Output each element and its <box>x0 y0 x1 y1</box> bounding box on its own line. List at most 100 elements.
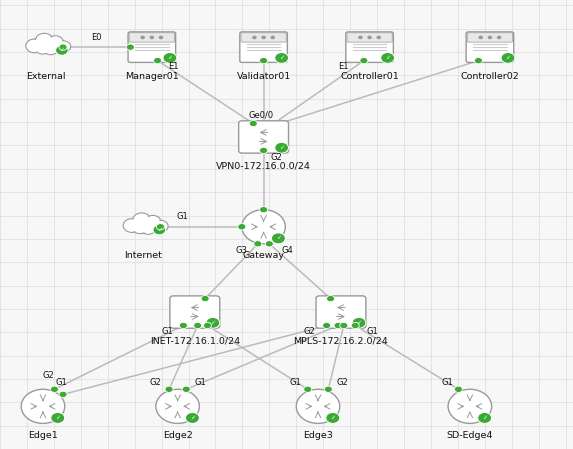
Circle shape <box>488 35 492 39</box>
Circle shape <box>155 221 167 231</box>
Circle shape <box>296 389 340 423</box>
Circle shape <box>275 53 288 63</box>
Text: ✓: ✓ <box>190 415 195 420</box>
Circle shape <box>56 45 68 55</box>
Circle shape <box>26 39 44 53</box>
Circle shape <box>474 57 482 64</box>
Circle shape <box>51 413 65 423</box>
Circle shape <box>478 413 492 423</box>
Circle shape <box>49 37 62 48</box>
Circle shape <box>133 222 147 233</box>
Text: ✓: ✓ <box>156 227 162 232</box>
Circle shape <box>153 225 166 235</box>
Circle shape <box>156 224 164 230</box>
Circle shape <box>351 322 359 329</box>
Circle shape <box>203 322 211 329</box>
Text: G2: G2 <box>336 378 348 387</box>
Text: Edge3: Edge3 <box>303 431 333 440</box>
Text: G1: G1 <box>441 378 453 387</box>
Circle shape <box>323 322 331 329</box>
Circle shape <box>165 386 173 392</box>
Circle shape <box>179 322 187 329</box>
Circle shape <box>140 35 145 39</box>
Text: Edge1: Edge1 <box>28 431 58 440</box>
Circle shape <box>133 213 151 227</box>
Circle shape <box>59 44 67 50</box>
Text: ✓: ✓ <box>482 415 487 420</box>
Circle shape <box>327 295 335 302</box>
Text: ✓: ✓ <box>167 55 172 60</box>
Text: G3: G3 <box>236 246 248 255</box>
Text: G1: G1 <box>367 327 378 336</box>
Text: G1: G1 <box>162 327 173 336</box>
Circle shape <box>454 386 462 392</box>
Text: Controller01: Controller01 <box>340 72 399 81</box>
Circle shape <box>261 35 266 39</box>
Text: G4: G4 <box>282 246 293 255</box>
Circle shape <box>36 33 53 47</box>
Circle shape <box>194 322 202 329</box>
Circle shape <box>358 35 363 39</box>
Text: Ge0/0: Ge0/0 <box>248 111 273 120</box>
Text: ✓: ✓ <box>59 47 65 53</box>
Text: ✓: ✓ <box>356 320 362 325</box>
Circle shape <box>145 216 161 228</box>
Text: VPN0-172.16.0.0/24: VPN0-172.16.0.0/24 <box>216 162 311 171</box>
FancyBboxPatch shape <box>466 32 513 62</box>
Text: E1: E1 <box>168 62 179 70</box>
Circle shape <box>124 220 139 231</box>
Text: ✓: ✓ <box>55 415 60 420</box>
Text: G1: G1 <box>176 212 188 221</box>
Text: ✓: ✓ <box>276 235 281 240</box>
Text: G2: G2 <box>150 378 162 387</box>
Text: ✓: ✓ <box>279 55 284 60</box>
Text: G2: G2 <box>43 371 54 380</box>
Circle shape <box>380 53 394 63</box>
Text: Edge2: Edge2 <box>163 431 193 440</box>
Circle shape <box>134 223 146 233</box>
Circle shape <box>44 43 57 54</box>
Circle shape <box>59 391 67 397</box>
Text: MPLS-172.16.2.0/24: MPLS-172.16.2.0/24 <box>293 337 388 346</box>
Text: ✓: ✓ <box>505 55 511 60</box>
Circle shape <box>142 223 155 233</box>
FancyBboxPatch shape <box>347 33 392 42</box>
Text: Controller02: Controller02 <box>461 72 519 81</box>
Circle shape <box>56 41 70 52</box>
Circle shape <box>272 233 285 244</box>
Text: INET-172.16.1.0/24: INET-172.16.1.0/24 <box>150 337 240 346</box>
Circle shape <box>478 35 483 39</box>
Circle shape <box>186 413 199 423</box>
FancyBboxPatch shape <box>128 32 175 62</box>
FancyBboxPatch shape <box>239 121 289 153</box>
Text: ✓: ✓ <box>279 145 284 150</box>
Circle shape <box>37 44 49 53</box>
Circle shape <box>206 317 220 328</box>
Text: G2: G2 <box>270 153 282 162</box>
Circle shape <box>182 386 190 392</box>
Circle shape <box>334 322 342 329</box>
Circle shape <box>242 210 285 244</box>
Circle shape <box>50 386 58 392</box>
FancyBboxPatch shape <box>129 33 174 42</box>
Text: Validator01: Validator01 <box>237 72 291 81</box>
Circle shape <box>27 40 42 52</box>
Text: E1: E1 <box>339 62 349 70</box>
Circle shape <box>154 220 168 232</box>
Text: G1: G1 <box>289 378 301 387</box>
Circle shape <box>48 36 64 48</box>
Text: ✓: ✓ <box>330 415 335 420</box>
Circle shape <box>501 53 515 63</box>
Text: ✓: ✓ <box>210 320 215 325</box>
Circle shape <box>265 241 273 247</box>
Text: ✓: ✓ <box>385 55 390 60</box>
Circle shape <box>260 57 268 64</box>
Circle shape <box>340 322 348 329</box>
Text: G1: G1 <box>195 378 206 387</box>
Circle shape <box>326 413 340 423</box>
FancyBboxPatch shape <box>316 296 366 328</box>
Circle shape <box>163 53 176 63</box>
Circle shape <box>254 241 262 247</box>
Circle shape <box>57 42 70 51</box>
Circle shape <box>352 317 366 328</box>
